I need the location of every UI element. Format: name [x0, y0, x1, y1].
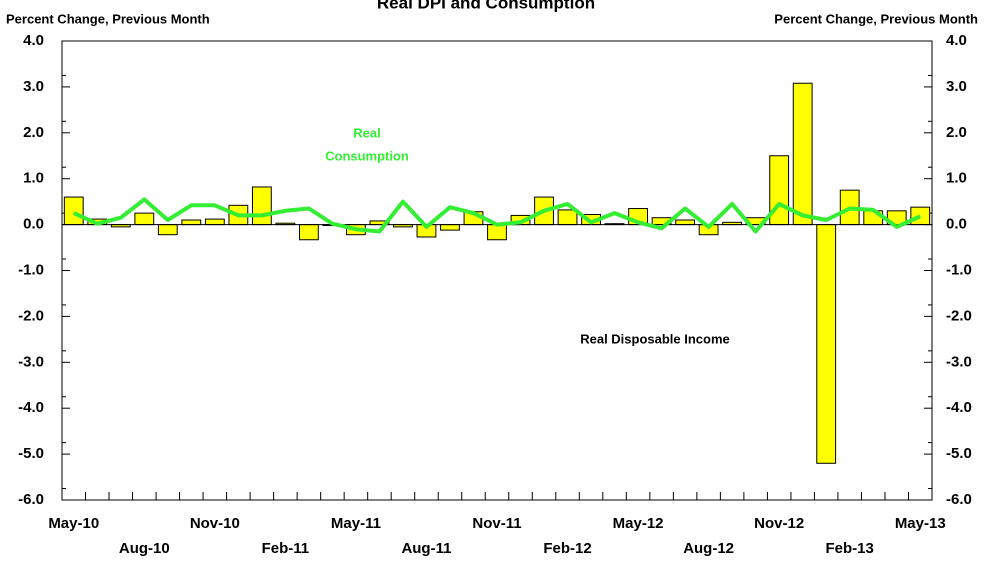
- y2-tick-label: -2.0: [946, 307, 972, 324]
- x-tick-label: May-13: [895, 515, 946, 532]
- bar: [910, 206, 931, 226]
- y-tick-label: -4.0: [18, 399, 44, 416]
- bar: [557, 209, 578, 226]
- y-tick-label: -2.0: [18, 307, 44, 324]
- y2-tick-label: -1.0: [946, 261, 972, 278]
- bar: [204, 218, 225, 226]
- y-tick-label: 0.0: [23, 216, 44, 233]
- y2-tick-label: 4.0: [946, 32, 967, 49]
- x-tick-label: Nov-12: [754, 515, 804, 532]
- y-tick-label: -3.0: [18, 353, 44, 370]
- x-tick-label: Feb-11: [262, 540, 310, 557]
- y-tick-label: -6.0: [18, 491, 44, 508]
- annotation: Real Disposable Income: [580, 331, 730, 346]
- y-tick-label: -5.0: [18, 445, 44, 462]
- bar: [487, 224, 507, 241]
- bar: [816, 224, 837, 464]
- x-tick-label: Nov-11: [472, 515, 521, 532]
- x-tick-label: Aug-10: [119, 540, 170, 557]
- x-tick-label: May-11: [331, 515, 381, 532]
- bar: [134, 212, 155, 226]
- y2-axis-label: Percent Change, Previous Month: [774, 11, 978, 26]
- x-tick-label: Feb-12: [543, 540, 591, 557]
- y2-tick-label: -5.0: [946, 445, 972, 462]
- y-tick-label: 1.0: [23, 170, 44, 187]
- bar: [251, 186, 272, 226]
- x-tick-label: Feb-13: [826, 540, 874, 557]
- y-tick-label: 2.0: [23, 124, 44, 141]
- annotation: Consumption: [325, 148, 409, 163]
- y2-tick-label: 1.0: [946, 170, 967, 187]
- bar: [440, 224, 460, 231]
- bar: [63, 196, 84, 226]
- y-tick-label: 3.0: [23, 78, 44, 95]
- y-tick-label: -1.0: [18, 261, 44, 278]
- chart-title: Real DPI and Consumption: [377, 0, 595, 12]
- y2-tick-label: -4.0: [946, 399, 972, 416]
- x-tick-label: Nov-10: [190, 515, 240, 532]
- x-tick-label: May-10: [48, 515, 99, 532]
- x-tick-label: Aug-11: [401, 540, 451, 557]
- x-tick-label: Aug-12: [683, 540, 734, 557]
- bar: [298, 224, 319, 241]
- y2-tick-label: -6.0: [946, 491, 972, 508]
- y-axis-label: Percent Change, Previous Month: [6, 11, 210, 26]
- bar: [675, 219, 696, 226]
- line: [72, 197, 922, 234]
- y2-tick-label: -3.0: [946, 353, 972, 370]
- bar: [792, 82, 813, 226]
- y2-tick-label: 2.0: [946, 124, 967, 141]
- annotation: Real: [353, 125, 380, 140]
- y2-tick-label: 3.0: [946, 78, 967, 95]
- bar: [181, 219, 202, 226]
- bar: [157, 224, 178, 236]
- y-tick-label: 4.0: [23, 32, 44, 49]
- x-tick-label: May-12: [613, 515, 664, 532]
- y2-tick-label: 0.0: [946, 216, 967, 233]
